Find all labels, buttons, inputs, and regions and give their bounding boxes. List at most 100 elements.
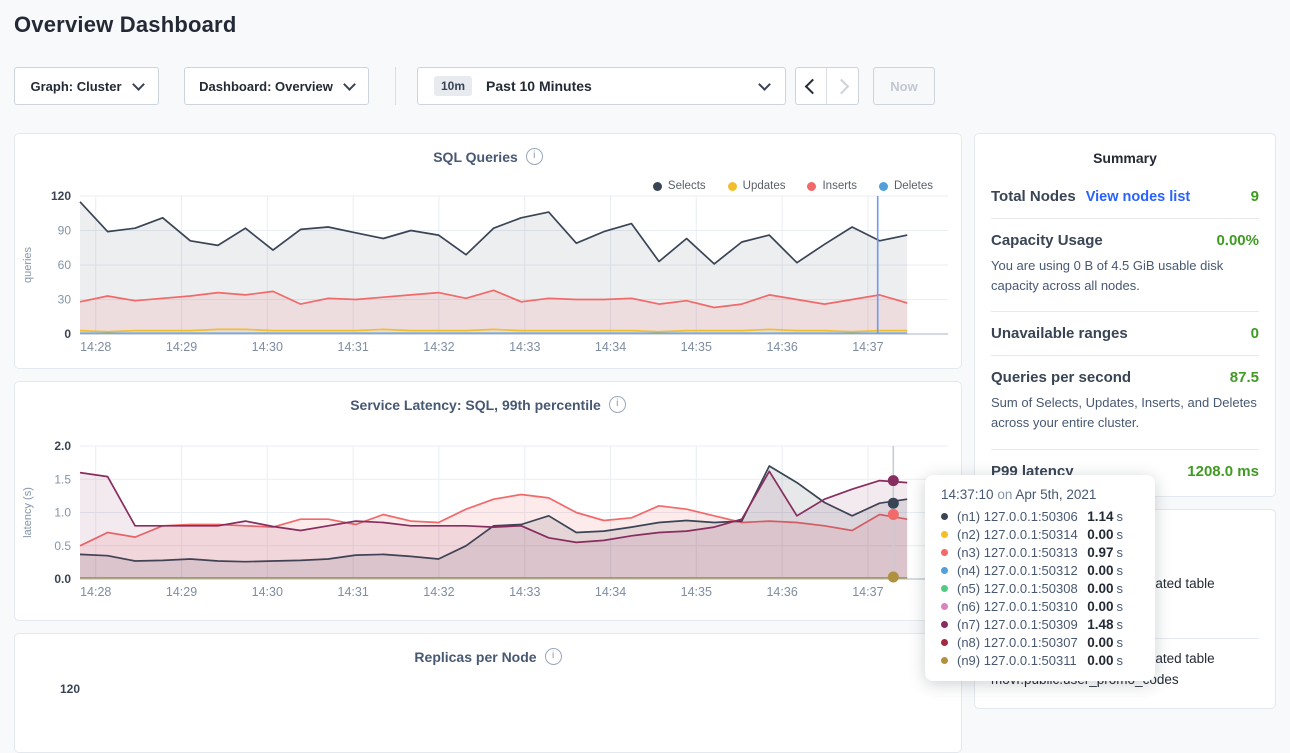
time-step-back-button[interactable] <box>796 68 828 104</box>
tooltip-node-value: 0.00 s <box>1087 652 1123 668</box>
tooltip-node-label: (n1) 127.0.0.1:50306 <box>957 508 1078 524</box>
replicas-axis-partial-tick: 120 <box>60 682 81 696</box>
svg-text:14:34: 14:34 <box>595 585 626 599</box>
now-button-label: Now <box>890 78 918 94</box>
tooltip-node-row: (n8) 127.0.0.1:50307 0.00 s <box>941 633 1141 651</box>
series-color-dot <box>941 638 948 646</box>
dashboard-dropdown-label: Dashboard: Overview <box>199 78 333 94</box>
graph-dropdown[interactable]: Graph: Cluster <box>14 67 159 105</box>
overview-dashboard-page: Overview Dashboard Graph: Cluster Dashbo… <box>14 12 1276 753</box>
tooltip-node-row: (n2) 127.0.0.1:50314 0.00 s <box>941 525 1141 543</box>
summary-value: 0 <box>1250 325 1259 343</box>
tooltip-node-label: (n2) 127.0.0.1:50314 <box>957 526 1078 542</box>
legend-dot <box>879 181 888 191</box>
summary-value: 1208.0 ms <box>1187 462 1259 480</box>
tooltip-timestamp: 14:37:10 on Apr 5th, 2021 <box>941 487 1141 502</box>
tooltip-node-value: 1.14 s <box>1087 508 1123 524</box>
summary-row: Unavailable ranges 0 <box>991 311 1259 355</box>
time-range-dropdown[interactable]: 10m Past 10 Minutes <box>417 67 786 105</box>
svg-text:0.0: 0.0 <box>54 572 71 586</box>
legend-item-updates: Updates <box>727 180 785 192</box>
control-divider <box>395 67 396 105</box>
tooltip-node-row: (n3) 127.0.0.1:50313 0.97 s <box>941 543 1141 561</box>
legend-item-deletes: Deletes <box>879 180 933 192</box>
chevron-down-icon <box>342 77 356 91</box>
time-step-forward-button[interactable] <box>827 68 858 104</box>
sql-queries-chart[interactable]: 0 30 60 90 120 14:28 14:29 14:30 14:31 14:32 14:33… <box>15 190 963 370</box>
svg-text:14:28: 14:28 <box>80 340 111 354</box>
tooltip-node-row: (n6) 127.0.0.1:50310 0.00 s <box>941 597 1141 615</box>
svg-text:90: 90 <box>58 224 72 238</box>
svg-text:latency (s): latency (s) <box>22 487 34 538</box>
replicas-per-node-panel: Replicas per Node i <box>14 633 962 753</box>
summary-value: 9 <box>1250 188 1259 205</box>
now-button[interactable]: Now <box>873 67 935 105</box>
sql-queries-title: SQL Queries <box>433 148 518 165</box>
dashboard-dropdown[interactable]: Dashboard: Overview <box>184 67 369 105</box>
legend-item-selects: Selects <box>652 180 706 192</box>
svg-text:14:37: 14:37 <box>852 340 883 354</box>
tooltip-node-label: (n5) 127.0.0.1:50308 <box>957 580 1078 596</box>
svg-text:14:35: 14:35 <box>681 585 712 599</box>
summary-label: Unavailable ranges <box>991 325 1128 343</box>
tooltip-node-label: (n9) 127.0.0.1:50311 <box>957 652 1077 668</box>
info-icon[interactable]: i <box>525 148 543 165</box>
tooltip-node-row: (n7) 127.0.0.1:50309 1.48 s <box>941 615 1141 633</box>
summary-description: Sum of Selects, Updates, Inserts, and De… <box>991 395 1257 431</box>
svg-text:14:29: 14:29 <box>166 340 197 354</box>
series-color-dot <box>941 620 948 628</box>
tooltip-date: Apr 5th, 2021 <box>1015 487 1097 502</box>
tooltip-node-row: (n5) 127.0.0.1:50308 0.00 s <box>941 579 1141 597</box>
tooltip-node-label: (n7) 127.0.0.1:50309 <box>957 616 1078 632</box>
tooltip-node-value: 0.00 s <box>1087 526 1123 542</box>
svg-text:14:36: 14:36 <box>766 340 797 354</box>
chevron-left-icon <box>804 78 821 94</box>
time-range-badge: 10m <box>434 76 473 96</box>
svg-text:14:31: 14:31 <box>338 585 369 599</box>
tooltip-node-row: (n1) 127.0.0.1:50306 1.14 s <box>941 507 1141 525</box>
svg-text:60: 60 <box>58 258 72 272</box>
page-title: Overview Dashboard <box>14 12 237 37</box>
service-latency-title: Service Latency: SQL, 99th percentile <box>350 396 601 413</box>
svg-text:14:30: 14:30 <box>252 585 283 599</box>
sql-queries-panel: SQL Queries i Selects Updates Inserts Delet… <box>14 133 962 369</box>
tooltip-node-row: (n4) 127.0.0.1:50312 0.00 s <box>941 561 1141 579</box>
service-latency-panel: Service Latency: SQL, 99th percentile i … <box>14 381 962 621</box>
legend-dot <box>727 181 737 191</box>
tooltip-node-value: 0.00 s <box>1087 562 1123 578</box>
svg-text:2.0: 2.0 <box>54 440 71 453</box>
svg-text:14:32: 14:32 <box>423 340 454 354</box>
svg-text:14:33: 14:33 <box>509 585 540 599</box>
svg-text:1.5: 1.5 <box>54 472 71 486</box>
tooltip-node-value: 0.00 s <box>1087 598 1123 614</box>
summary-row: Total Nodes View nodes list 9 <box>991 188 1259 218</box>
series-color-dot <box>941 584 948 592</box>
summary-title: Summary <box>1093 150 1157 166</box>
svg-text:14:30: 14:30 <box>252 340 283 354</box>
svg-text:30: 30 <box>58 293 72 307</box>
summary-value: 0.00% <box>1216 232 1259 249</box>
summary-description: You are using 0 B of 4.5 GiB usable disk… <box>991 258 1224 294</box>
time-range-label: Past 10 Minutes <box>486 78 592 94</box>
sql-queries-legend: Selects Updates Inserts Deletes <box>652 180 933 192</box>
svg-text:14:37: 14:37 <box>852 585 883 599</box>
view-nodes-list-link[interactable]: View nodes list <box>1085 189 1191 205</box>
series-color-dot <box>941 566 948 574</box>
tooltip-node-value: 1.48 s <box>1087 616 1123 632</box>
replicas-per-node-title: Replicas per Node <box>414 648 537 665</box>
tooltip-node-row: (n9) 127.0.0.1:50311 0.00 s <box>941 651 1141 669</box>
info-icon[interactable]: i <box>608 396 626 413</box>
time-step-button-group <box>795 67 859 105</box>
chart-hover-tooltip: 14:37:10 on Apr 5th, 2021 (n1) 127.0.0.1… <box>925 475 1155 681</box>
svg-text:14:34: 14:34 <box>595 340 626 354</box>
info-icon[interactable]: i <box>544 648 562 665</box>
svg-text:0: 0 <box>64 327 71 341</box>
series-color-dot <box>941 512 948 520</box>
service-latency-chart[interactable]: 0.0 0.5 1.0 1.5 2.0 14:28 14:29 14:30 14:31 14:32… <box>15 440 963 608</box>
summary-value: 87.5 <box>1229 369 1259 387</box>
svg-text:0.5: 0.5 <box>54 539 71 553</box>
tooltip-on-word: on <box>997 487 1013 502</box>
tooltip-node-value: 0.97 s <box>1087 544 1123 560</box>
summary-card: Summary Total Nodes View nodes list 9 Capac… <box>974 133 1276 497</box>
tooltip-node-label: (n6) 127.0.0.1:50310 <box>957 598 1078 614</box>
